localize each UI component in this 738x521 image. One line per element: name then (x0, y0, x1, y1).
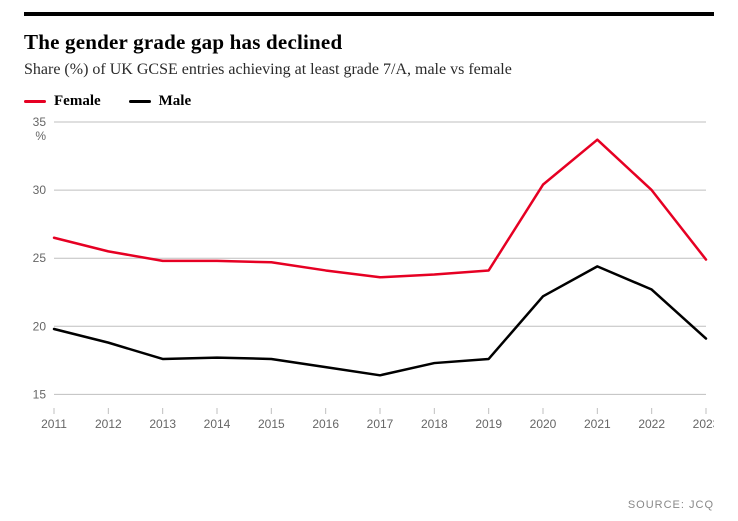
svg-text:%: % (35, 129, 46, 143)
svg-text:30: 30 (33, 183, 47, 197)
legend-swatch-female (24, 100, 46, 103)
top-rule (24, 12, 714, 16)
chart-card: The gender grade gap has declined Share … (0, 12, 738, 521)
svg-text:2011: 2011 (41, 417, 67, 431)
legend: Female Male (24, 93, 714, 110)
svg-text:2023: 2023 (693, 417, 714, 431)
svg-text:25: 25 (33, 251, 47, 265)
svg-text:2017: 2017 (367, 417, 394, 431)
svg-text:2012: 2012 (95, 417, 122, 431)
svg-text:20: 20 (33, 319, 47, 333)
svg-text:2013: 2013 (149, 417, 176, 431)
svg-text:2020: 2020 (530, 417, 557, 431)
svg-text:2021: 2021 (584, 417, 611, 431)
legend-label-male: Male (159, 93, 191, 110)
legend-swatch-male (129, 100, 151, 103)
svg-text:2018: 2018 (421, 417, 448, 431)
svg-text:2016: 2016 (312, 417, 339, 431)
svg-text:35: 35 (33, 116, 47, 129)
svg-text:2014: 2014 (204, 417, 231, 431)
source-attribution: SOURCE: JCQ (628, 499, 714, 511)
line-chart: 15 20 25 30 35% 2011 2012 2013 2014 2015 2016 2017 2… (24, 116, 714, 436)
svg-text:2019: 2019 (475, 417, 502, 431)
legend-item-male: Male (129, 93, 191, 110)
svg-text:15: 15 (33, 387, 47, 401)
svg-text:2022: 2022 (638, 417, 665, 431)
legend-item-female: Female (24, 93, 101, 110)
source-name: JCQ (689, 499, 714, 511)
chart-title: The gender grade gap has declined (24, 30, 714, 55)
chart-subtitle: Share (%) of UK GCSE entries achieving a… (24, 61, 714, 79)
legend-label-female: Female (54, 93, 101, 110)
svg-text:2015: 2015 (258, 417, 285, 431)
source-prefix: SOURCE: (628, 499, 689, 511)
